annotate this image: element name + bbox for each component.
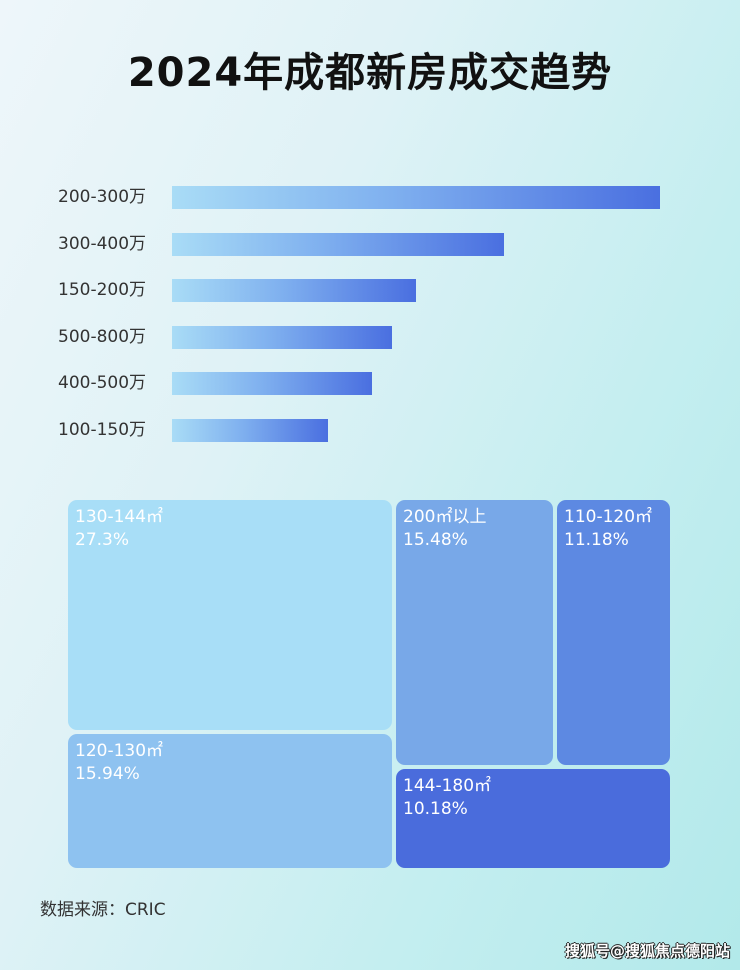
treemap-cell: 144-180㎡ 10.18%	[396, 769, 670, 868]
bar-category-label: 500-800万	[58, 326, 147, 347]
treemap-label: 110-120㎡	[564, 507, 653, 527]
treemap-value: 10.18%	[403, 799, 468, 819]
treemap-label: 120-130㎡	[75, 741, 164, 761]
watermark: 搜狐号@搜狐焦点德阳站	[564, 942, 730, 960]
bar-category-label: 300-400万	[58, 233, 147, 254]
treemap-label: 144-180㎡	[403, 776, 492, 796]
bar-category-label: 150-200万	[58, 280, 147, 300]
bar-category-label: 200-300万	[58, 187, 147, 207]
treemap-value: 15.94%	[75, 764, 140, 784]
treemap-cell: 130-144㎡ 27.3%	[68, 500, 392, 730]
bar	[172, 186, 660, 209]
treemap-cell: 120-130㎡ 15.94%	[68, 734, 392, 868]
bar	[172, 372, 373, 395]
treemap-cell: 200㎡以上 15.48%	[396, 500, 553, 765]
bar	[172, 418, 329, 442]
treemap-value: 11.18%	[564, 530, 629, 550]
bar	[172, 279, 416, 302]
treemap-label: 130-144㎡	[75, 507, 164, 527]
bar-category-label: 400-500万	[58, 373, 147, 393]
chart-title: 2024年成都新房成交趋势	[127, 50, 613, 96]
treemap-value: 15.48%	[403, 530, 468, 550]
price-bar-chart: 200-300万 300-400万 150-200万 500-800万 400-500万…	[0, 0, 740, 470]
treemap-label: 200㎡以上	[403, 507, 487, 527]
data-source: 数据来源：CRIC	[40, 900, 166, 920]
bar	[172, 232, 504, 256]
treemap-cell: 110-120㎡ 11.18%	[557, 500, 670, 765]
bar	[172, 325, 392, 349]
bar-category-label: 100-150万	[58, 419, 147, 440]
treemap-value: 27.3%	[75, 530, 130, 550]
